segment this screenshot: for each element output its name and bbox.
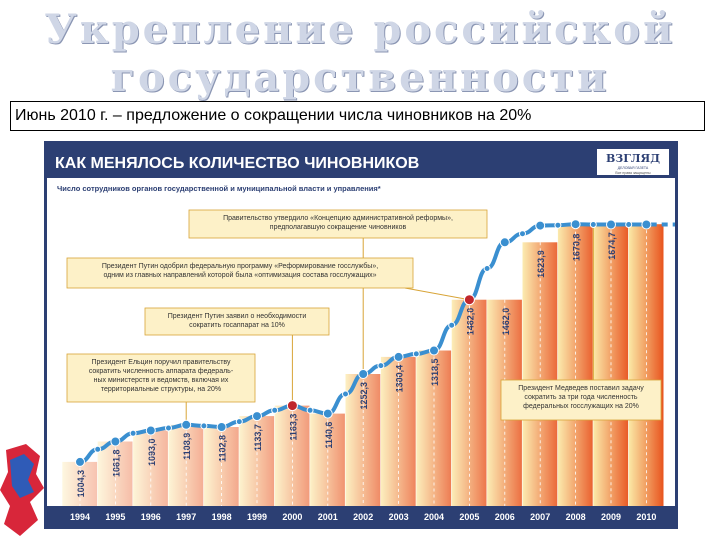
point-1999-5: [271, 406, 279, 414]
point-2009-5: [625, 221, 633, 228]
x-tick-2008: 2008: [566, 512, 586, 522]
point-1997-5: [200, 422, 208, 430]
point-2003: [393, 351, 404, 362]
point-2000-5: [306, 406, 314, 414]
x-tick-1998: 1998: [212, 512, 232, 522]
annotation-box-3: [144, 307, 330, 336]
point-2010: [641, 219, 652, 230]
bar-label-1995: 1061,8: [111, 450, 121, 478]
chart-header-band: [47, 144, 675, 178]
annotation-text-3: Президент Путин заявил о необходимости со…: [168, 312, 307, 329]
point-1999: [252, 411, 262, 422]
slide-subtitle: Июнь 2010 г. – предложение о сокращении …: [10, 101, 705, 131]
bar-label-2006: 1462,0: [501, 308, 511, 336]
bar-label-2003: 1300,4: [395, 365, 405, 393]
point-2001: [322, 408, 333, 419]
point-2009: [606, 219, 616, 230]
bar-label-1999: 1133,7: [253, 424, 263, 451]
point-2000: [286, 400, 298, 412]
point-1998: [216, 422, 227, 432]
point-1997: [181, 419, 192, 430]
bar-label-2008: 1670,8: [572, 234, 582, 262]
point-2006: [499, 237, 510, 248]
point-2008: [570, 219, 581, 230]
chart-subtitle: Число сотрудников органов государственно…: [57, 184, 381, 193]
bar-label-2009: 1674,7: [607, 232, 617, 260]
x-axis-band: [47, 506, 675, 526]
point-2002-5: [377, 362, 385, 370]
point-2001-5: [342, 390, 349, 398]
x-tick-1999: 1999: [247, 512, 267, 522]
annotation-text-2: Президент Путин одобрил федеральную прог…: [102, 262, 378, 279]
bar-label-1998: 1102,8: [218, 435, 228, 462]
annotation-box-4: [66, 353, 256, 403]
annotation-box-2: [66, 257, 414, 289]
bar-label-1994: 1004,3: [76, 470, 86, 498]
bar-label-2001: 1140,6: [324, 422, 334, 449]
point-1995-5: [129, 429, 137, 437]
point-1994-5: [94, 445, 102, 453]
brand-name: ВЗГЛЯД: [606, 152, 660, 165]
point-1996-5: [165, 424, 172, 432]
x-axis-ticks: 1994 1995 1996 1997 1998 1999 2000 2001 2002 2003…: [70, 512, 656, 522]
x-tick-1996: 1996: [141, 512, 161, 522]
x-tick-2004: 2004: [424, 512, 444, 522]
point-2004-5: [448, 321, 456, 329]
point-2005: [463, 294, 475, 306]
bar-label-2005: 1462,0: [465, 308, 475, 336]
bar-label-1996: 1093,0: [147, 439, 157, 467]
point-2007-5: [554, 221, 562, 229]
point-2007: [535, 220, 546, 231]
point-2003-5: [412, 350, 420, 358]
bar-2001: [310, 413, 345, 506]
point-2008-5: [589, 221, 597, 228]
annotation-box-1: [188, 209, 488, 239]
bar-label-1997: 1108,9: [182, 433, 192, 460]
x-tick-2000: 2000: [282, 512, 302, 522]
point-1996: [145, 425, 156, 436]
x-tick-1995: 1995: [105, 512, 125, 522]
x-tick-2010: 2010: [636, 512, 656, 522]
x-tick-2003: 2003: [389, 512, 409, 522]
x-tick-2001: 2001: [318, 512, 338, 522]
point-2005-5: [483, 265, 491, 272]
brand-logo: [597, 149, 669, 175]
annotation-text-4: Президент Ельцин поручил правительству со…: [89, 359, 234, 393]
x-tick-1994: 1994: [70, 512, 90, 522]
x-tick-2002: 2002: [353, 512, 373, 522]
chart: КАК МЕНЯЛОСЬ КОЛИЧЕСТВО ЧИНОВНИКОВ Число…: [47, 144, 675, 526]
annotation-box-5: [500, 379, 662, 421]
brand-note: Все права защищены: [615, 171, 651, 175]
x-tick-2007: 2007: [530, 512, 550, 522]
slide-title-line-2: государственности: [110, 54, 610, 101]
bar-label-2007: 1623,9: [536, 250, 546, 278]
point-2004: [429, 345, 439, 356]
point-2002: [358, 369, 369, 379]
brand-tagline: ДЕЛОВАЯ ГАЗЕТА: [618, 166, 649, 170]
data-points: [75, 219, 652, 467]
annotation-leader-2: [404, 287, 470, 301]
chart-title: КАК МЕНЯЛОСЬ КОЛИЧЕСТВО ЧИНОВНИКОВ: [55, 155, 419, 172]
slide-title-line-1: Укрепление российской: [44, 6, 676, 53]
bar-label-2000: 1163,3: [288, 414, 298, 441]
russia-map-decoration: [0, 444, 44, 536]
x-tick-2006: 2006: [495, 512, 515, 522]
x-tick-2009: 2009: [601, 512, 621, 522]
bar-label-2002: 1252,3: [359, 382, 369, 410]
annotation-text-5: Президент Медведев поставил задачу сократ…: [518, 385, 644, 410]
point-2006-5: [519, 230, 526, 238]
annotations: Правительство утвердило «Концепцию админ…: [66, 209, 662, 425]
x-tick-1997: 1997: [176, 512, 196, 522]
point-1994: [75, 456, 85, 467]
point-1995: [110, 436, 121, 447]
point-1998-5: [235, 418, 243, 426]
x-tick-2005: 2005: [459, 512, 479, 522]
annotation-text-1: Правительство утвердило «Концепцию админ…: [223, 214, 453, 231]
bar-label-2004: 1318,5: [430, 359, 440, 387]
chart-panel: КАК МЕНЯЛОСЬ КОЛИЧЕСТВО ЧИНОВНИКОВ Число…: [44, 141, 678, 529]
